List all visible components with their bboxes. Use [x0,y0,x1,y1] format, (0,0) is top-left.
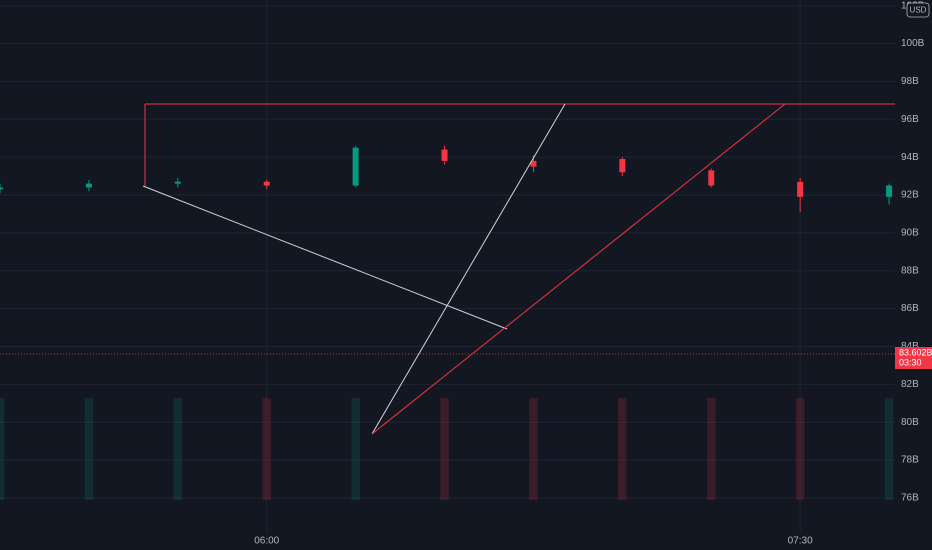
candle-body [530,160,537,167]
volume-band [440,398,449,500]
candle-body [619,159,626,173]
countdown: 03:30 [899,357,922,367]
x-tick-label: 06:00 [254,536,279,547]
x-tick-label: 07:30 [788,536,813,547]
y-tick-label: 76B [901,493,919,504]
candle-body [263,181,270,186]
candle-body [441,149,448,161]
volume-band [707,398,716,500]
y-tick-label: 98B [901,76,919,87]
volume-band [529,398,538,500]
y-tick-label: 88B [901,265,919,276]
candle-body [0,187,3,190]
candle-body [797,181,804,197]
volume-band [0,398,5,500]
y-tick-label: 92B [901,190,919,201]
y-tick-label: 96B [901,114,919,125]
y-tick-label: 80B [901,417,919,428]
y-tick-label: 90B [901,228,919,239]
volume-band [351,398,360,500]
price-axis [895,0,932,550]
volume-band [173,398,183,500]
y-tick-label: 78B [901,455,919,466]
currency: USD [910,6,927,15]
trend-line [142,185,508,330]
candle-body [352,147,359,186]
volume-band [618,398,627,500]
volume-band [262,398,271,500]
currency-badge [906,2,930,18]
volume-band [795,398,805,500]
volume-bands [0,398,894,500]
y-tick-label: 84B [901,341,919,352]
price-label: 83.602B [899,347,932,357]
y-tick-label: 82B [901,379,919,390]
y-tick-label: 94B [901,152,919,163]
trend-line [371,103,786,435]
drawings [142,103,932,435]
axes: 102B100B98B96B94B92B90B88B86B84B82B80B78… [254,0,932,547]
volume-band [84,398,94,500]
candle-body [174,181,181,184]
trend-line [371,103,566,435]
y-tick-label: 86B [901,303,919,314]
candle-body [85,183,92,188]
y-tick-label: 100B [901,38,925,49]
candle-body [708,170,715,186]
time-axis [0,532,932,550]
candle-body [886,185,893,197]
volume-band [884,398,894,500]
price-label-box [895,346,932,369]
candles [0,145,893,213]
